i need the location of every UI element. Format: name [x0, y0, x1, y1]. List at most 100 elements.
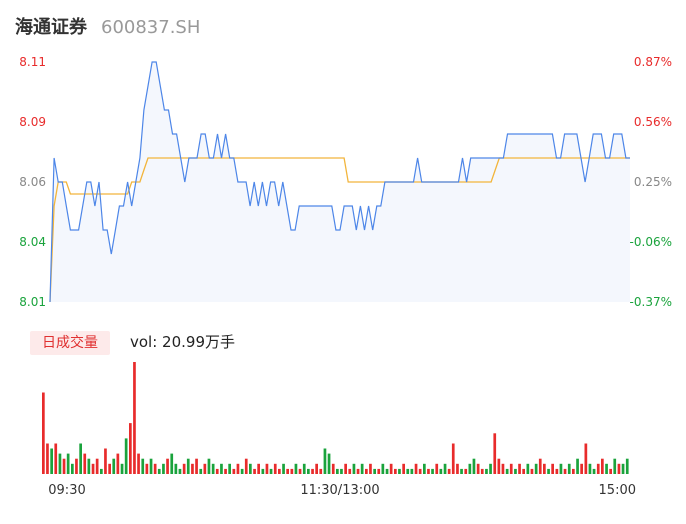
volume-bar: [286, 468, 289, 474]
price-tick-label: 8.04: [19, 235, 46, 249]
volume-bar: [451, 443, 455, 474]
volume-bar: [497, 458, 501, 474]
volume-bar: [71, 463, 74, 474]
volume-bar: [547, 468, 550, 474]
volume-bar: [162, 463, 165, 474]
volume-bar: [100, 468, 103, 474]
price-tick-label: 8.11: [19, 55, 46, 69]
volume-bar: [186, 458, 190, 474]
volume-bar: [572, 468, 575, 474]
volume-bar: [414, 463, 418, 474]
volume-bar: [559, 463, 563, 474]
volume-bar: [373, 468, 376, 474]
volume-bar: [348, 468, 352, 474]
volume-bar: [129, 423, 132, 474]
volume-bar: [596, 463, 600, 474]
volume-bar: [170, 453, 174, 474]
volume-bar: [340, 468, 343, 474]
volume-tab[interactable]: 日成交量: [30, 331, 110, 355]
volume-bar: [592, 468, 596, 474]
volume-bar: [278, 468, 281, 474]
volume-bar: [87, 458, 91, 474]
pct-tick-label: 0.87%: [634, 55, 672, 69]
time-tick-label: 15:00: [599, 483, 636, 498]
volume-bar: [522, 468, 525, 474]
pct-tick-label: 0.56%: [634, 115, 672, 129]
volume-bar: [394, 468, 397, 474]
volume-bar: [601, 458, 604, 474]
volume-bar: [621, 463, 625, 474]
volume-bar: [282, 463, 285, 474]
stock-header: 海通证券 600837.SH: [15, 13, 200, 39]
volume-bar: [66, 453, 70, 474]
axis-labels: 8.11 8.09 8.06 8.04 8.01 0.87% 0.56% 0.25% -0.06…: [19, 55, 672, 498]
volume-bar: [315, 463, 318, 474]
volume-bar: [178, 468, 182, 474]
price-tick-label: 8.01: [19, 295, 46, 309]
volume-bar: [311, 468, 314, 474]
pct-tick-label: -0.06%: [630, 235, 672, 249]
volume-bar: [344, 463, 347, 474]
volume-bar: [485, 468, 488, 474]
pct-tick-label: 0.25%: [634, 175, 672, 189]
volume-bar: [352, 463, 356, 474]
volume-bar: [240, 468, 244, 474]
time-tick-label: 09:30: [48, 483, 85, 498]
price-tick-label: 8.09: [19, 115, 46, 129]
volume-bar: [191, 463, 194, 474]
volume-bar: [302, 463, 306, 474]
volume-bar: [423, 463, 426, 474]
price-area-fill: [50, 62, 630, 302]
volume-bar: [377, 468, 381, 474]
volume-bar: [253, 468, 256, 474]
stock-name: 海通证券: [15, 17, 87, 38]
volume-bar: [220, 463, 223, 474]
volume-bar: [124, 438, 128, 474]
volume-bar: [120, 463, 124, 474]
volume-bar: [410, 468, 414, 474]
volume-bar: [530, 468, 534, 474]
volume-bar: [625, 458, 629, 474]
volume-bar: [273, 463, 277, 474]
volume-bar: [385, 468, 389, 474]
volume-bar: [518, 463, 521, 474]
volume-bar: [75, 458, 78, 474]
volume-bar: [534, 463, 538, 474]
volume-bar: [447, 468, 451, 474]
volume-bar: [141, 458, 145, 474]
volume-bar: [476, 463, 480, 474]
volume-bar: [398, 468, 401, 474]
volume-bar: [567, 463, 571, 474]
volume-bar: [95, 458, 99, 474]
stock-code: 600837.SH: [101, 17, 201, 38]
price-tick-label: 8.06: [19, 175, 46, 189]
volume-bar: [112, 458, 116, 474]
volume-bar: [249, 463, 252, 474]
volume-bar: [543, 463, 546, 474]
volume-bar: [79, 443, 82, 474]
volume-bar: [145, 463, 149, 474]
volume-bar: [365, 468, 368, 474]
volume-bar: [584, 443, 588, 474]
volume-bar: [54, 443, 58, 474]
volume-bar: [199, 468, 203, 474]
volume-bar: [505, 468, 509, 474]
volume-bar: [460, 468, 463, 474]
volume-bar: [480, 468, 484, 474]
volume-readout: vol: 20.99万手: [130, 333, 235, 351]
volume-bar: [435, 463, 439, 474]
volume-bar: [563, 468, 567, 474]
volume-bar: [290, 468, 294, 474]
volume-bar: [244, 458, 248, 474]
volume-bar: [166, 458, 169, 474]
volume-bar: [307, 468, 310, 474]
volume-bar: [58, 453, 62, 474]
volume-bar: [472, 458, 476, 474]
volume-bar: [613, 458, 617, 474]
volume-bar: [269, 468, 273, 474]
volume-bar: [174, 463, 178, 474]
volume-bar: [356, 468, 360, 474]
volume-bar: [617, 463, 621, 474]
volume-bar: [418, 468, 422, 474]
volume-bar: [331, 463, 335, 474]
